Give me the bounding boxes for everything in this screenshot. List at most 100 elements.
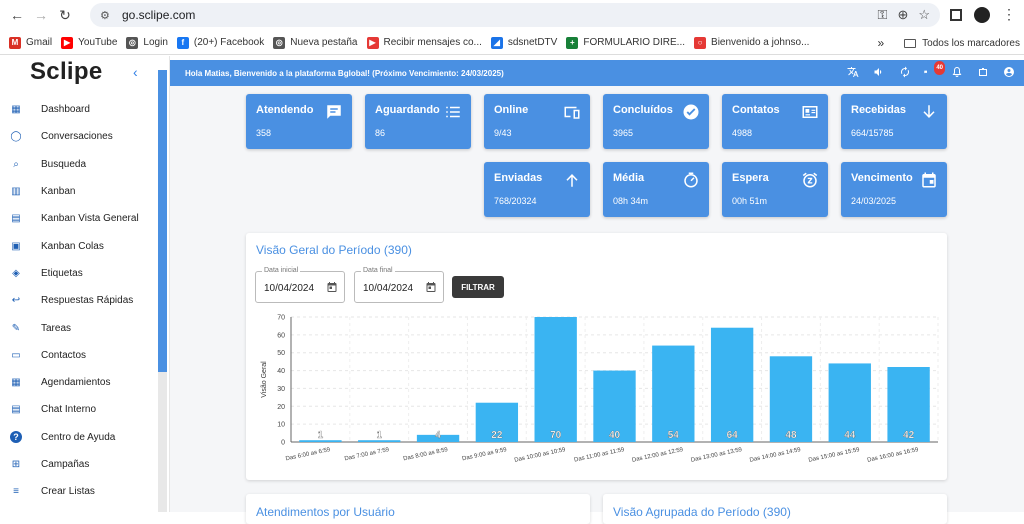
users-attendance-panel: Atendimentos por Usuário bbox=[246, 494, 590, 524]
stat-card-title: Espera bbox=[732, 172, 769, 184]
bell-icon[interactable] bbox=[950, 65, 964, 79]
briefcase-icon[interactable] bbox=[976, 65, 990, 79]
x-tick-label: Das 8:00 as 8:59 bbox=[403, 447, 449, 462]
sidebar-item-kanban-vista-general[interactable]: ▤ Kanban Vista General bbox=[0, 205, 155, 232]
bookmarks-bar: M Gmail ▶ YouTube ◎ Login f (20+) Facebook ◎ Nuev… bbox=[0, 31, 1024, 55]
chart-bar bbox=[652, 345, 695, 442]
sidebar-item-tareas[interactable]: ✎ Tareas bbox=[0, 314, 155, 341]
sidebar-item-label: Tareas bbox=[41, 322, 72, 334]
account-icon[interactable] bbox=[1002, 65, 1016, 79]
stat-card-value: 86 bbox=[375, 128, 386, 138]
filter-button[interactable]: FILTRAR bbox=[452, 276, 504, 298]
calendar-icon[interactable] bbox=[326, 281, 338, 293]
sidebar-panel-icon[interactable] bbox=[950, 8, 962, 21]
logo: Sclipe bbox=[30, 58, 103, 85]
calendar-icon[interactable] bbox=[425, 281, 437, 293]
sidebar-item-respuestas-r-pidas[interactable]: ↩ Respuestas Rápidas bbox=[0, 287, 155, 314]
start-date-field[interactable]: Data inicial 10/04/2024 bbox=[255, 267, 345, 303]
sidebar-item-label: Respuestas Rápidas bbox=[41, 295, 134, 307]
bookmark-item[interactable]: + FORMULARIO DIRE... bbox=[566, 36, 685, 49]
scrollbar-thumb[interactable] bbox=[158, 70, 167, 372]
sidebar-item-etiquetas[interactable]: ◈ Etiquetas bbox=[0, 260, 155, 287]
contact-card-icon bbox=[802, 106, 818, 118]
whatsapp-icon: ◯ bbox=[10, 131, 22, 143]
reload-icon[interactable]: ↻ bbox=[59, 6, 71, 23]
chat-icon: ▤ bbox=[11, 404, 21, 416]
check-circle-icon bbox=[683, 104, 699, 120]
profile-avatar[interactable] bbox=[974, 6, 990, 23]
bookmark-label: Gmail bbox=[26, 37, 53, 48]
forward-icon[interactable]: → bbox=[34, 7, 48, 23]
sidebar-item-crear-listas[interactable]: ≡ Crear Listas bbox=[0, 478, 155, 505]
stat-card-title: Recebidas bbox=[851, 104, 907, 116]
bookmark-item[interactable]: ◎ Login bbox=[126, 36, 168, 49]
y-tick-label: 30 bbox=[277, 386, 285, 393]
browser-toolbar: ← → ↻ ⚙ go.sclipe.com ⚿ ⊕ ☆ ⋮ bbox=[0, 0, 1024, 30]
notification-badge: 40 bbox=[934, 61, 945, 75]
bookmark-item[interactable]: ○ Bienvenido a johnso... bbox=[694, 36, 809, 49]
y-tick-label: 40 bbox=[277, 368, 285, 375]
stat-card-recebidas: Recebidas 664/15785 bbox=[841, 94, 947, 149]
sidebar-item-conversaciones[interactable]: ◯ Conversaciones bbox=[0, 123, 155, 150]
sidebar-item-label: Campañas bbox=[41, 459, 90, 470]
chart-bar bbox=[593, 370, 636, 442]
playlist-icon: ≡ bbox=[13, 486, 19, 498]
x-tick-label: Das 10:00 as 10:59 bbox=[514, 447, 567, 464]
sidebar-item-dashboard[interactable]: ▦ Dashboard bbox=[0, 96, 155, 123]
sidebar-item-label: Busqueda bbox=[41, 158, 87, 170]
bookmark-item[interactable]: ▶ YouTube bbox=[61, 36, 118, 49]
sidebar-item-centro-de-ayuda[interactable]: ? Centro de Ayuda bbox=[0, 424, 155, 451]
sidebar-item-kanban-colas[interactable]: ▣ Kanban Colas bbox=[0, 232, 155, 259]
users-attendance-title: Atendimentos por Usuário bbox=[256, 505, 395, 519]
sidebar-item-label: Conversaciones bbox=[41, 131, 113, 143]
translate-icon[interactable] bbox=[846, 65, 860, 79]
bookmark-item[interactable]: ▶ Recibir mensajes co... bbox=[366, 36, 482, 49]
back-icon[interactable]: ← bbox=[10, 7, 24, 23]
sidebar-item-kanban[interactable]: ▥ Kanban bbox=[0, 178, 155, 205]
bar-data-label: 64 bbox=[727, 430, 739, 441]
stat-card-contatos: Contatos 4988 bbox=[722, 94, 828, 149]
bar-data-label: 1 bbox=[318, 430, 324, 441]
sidebar-item-chat-interno[interactable]: ▤ Chat Interno bbox=[0, 396, 155, 423]
site-info-icon[interactable]: ⚙ bbox=[100, 9, 110, 22]
bookmark-item[interactable]: ◢ sdsnetDTV bbox=[490, 36, 558, 49]
stat-card-atendendo: Atendendo 358 bbox=[246, 94, 352, 149]
stat-card-title: Vencimento bbox=[851, 172, 913, 184]
password-key-icon[interactable]: ⚿ bbox=[877, 7, 888, 22]
bar-data-label: 54 bbox=[668, 430, 680, 441]
sidebar-item-agendamientos[interactable]: ▦ Agendamientos bbox=[0, 369, 155, 396]
bookmark-item[interactable]: f (20+) Facebook bbox=[176, 36, 264, 49]
stat-card-value: 358 bbox=[256, 128, 272, 138]
greeting-text: Hola Matias, Bienvenido a la plataforma … bbox=[185, 68, 504, 78]
zoom-icon[interactable]: ⊕ bbox=[897, 7, 909, 22]
menu-dots-icon[interactable]: ⋮ bbox=[1002, 6, 1016, 22]
bookmark-label: YouTube bbox=[78, 37, 118, 48]
end-date-value: 10/04/2024 bbox=[363, 283, 414, 294]
bookmark-label: sdsnetDTV bbox=[507, 37, 558, 48]
bookmark-favicon-icon: ◎ bbox=[126, 36, 139, 49]
bookmark-item[interactable]: M Gmail bbox=[9, 36, 53, 49]
messages-icon[interactable]: 40 bbox=[924, 61, 945, 79]
sidebar-item-contactos[interactable]: ▭ Contactos bbox=[0, 342, 155, 369]
sidebar-item-busqueda[interactable]: ⌕ Busqueda bbox=[0, 151, 155, 178]
star-icon[interactable]: ☆ bbox=[918, 7, 930, 22]
sidebar-item-label: Contactos bbox=[41, 349, 87, 361]
volume-icon[interactable] bbox=[872, 65, 886, 79]
help-icon: ? bbox=[10, 431, 22, 444]
end-date-field[interactable]: Data final 10/04/2024 bbox=[354, 267, 444, 303]
stat-card-value: 768/20324 bbox=[494, 196, 537, 206]
sidebar-item-label: Centro de Ayuda bbox=[41, 431, 116, 443]
refresh-icon[interactable] bbox=[898, 65, 912, 79]
sidebar-item-campa-as[interactable]: ⊞ Campañas bbox=[0, 451, 155, 478]
pencil-icon: ✎ bbox=[11, 322, 21, 334]
address-bar[interactable]: ⚙ go.sclipe.com ⚿ ⊕ ☆ bbox=[90, 3, 940, 27]
chat-lines-icon bbox=[327, 105, 341, 119]
chevron-left-icon[interactable]: ‹ bbox=[133, 64, 138, 80]
stat-card-value: 664/15785 bbox=[851, 128, 894, 138]
bookmark-item[interactable]: ◎ Nueva pestaña bbox=[273, 36, 358, 49]
y-tick-label: 70 bbox=[277, 315, 285, 322]
all-bookmarks-link[interactable]: Todos los marcadores bbox=[922, 37, 1020, 49]
more-bookmarks-icon[interactable]: » bbox=[877, 36, 885, 50]
chart-bar bbox=[534, 317, 577, 442]
calendar-icon: ▦ bbox=[11, 377, 21, 389]
